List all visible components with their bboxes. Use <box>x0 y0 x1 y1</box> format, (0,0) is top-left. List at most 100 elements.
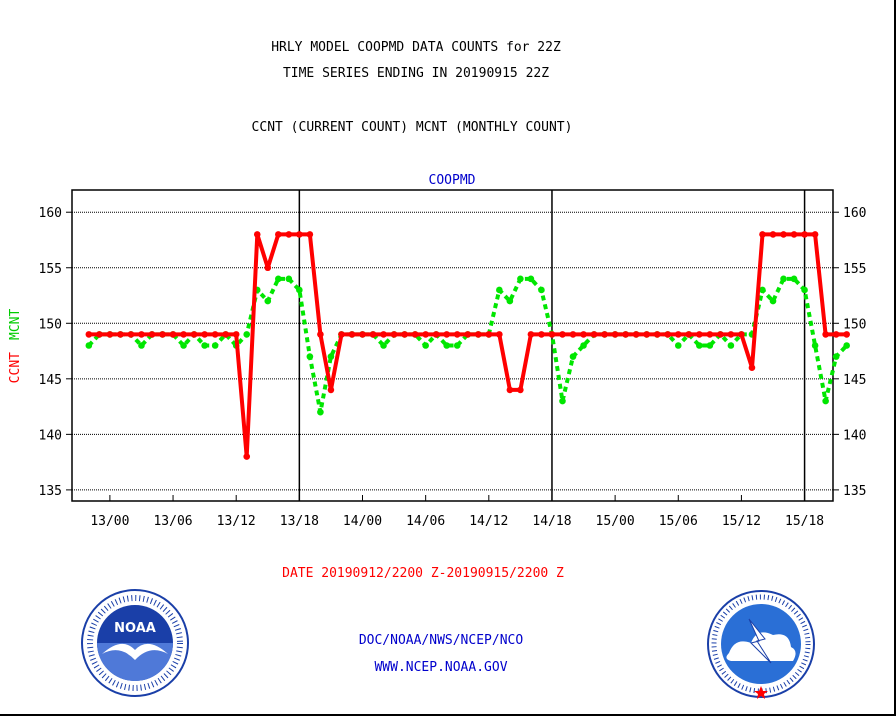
point-ccnt <box>569 331 577 338</box>
point-ccnt <box>527 331 535 338</box>
nws-logo-icon <box>707 590 815 699</box>
point-mcnt <box>832 353 840 360</box>
point-ccnt <box>317 331 324 338</box>
point-ccnt <box>327 386 335 394</box>
y-tick-label-right: 160 <box>843 206 866 221</box>
point-mcnt <box>780 275 787 283</box>
point-ccnt <box>706 331 714 338</box>
point-mcnt <box>527 275 535 283</box>
point-ccnt <box>580 331 587 338</box>
y-tick-label-left: 135 <box>39 484 62 499</box>
point-mcnt <box>85 342 93 349</box>
point-mcnt <box>822 397 829 405</box>
point-ccnt <box>822 331 829 338</box>
x-tick-label: 14/12 <box>469 514 508 529</box>
noaa-logo-icon: NOAA <box>81 589 189 697</box>
point-ccnt <box>496 331 503 338</box>
point-ccnt <box>717 331 724 338</box>
point-mcnt <box>285 275 293 283</box>
point-mcnt <box>380 342 387 349</box>
noaa-logo-text: NOAA <box>114 621 156 636</box>
y-tick-label-left: 140 <box>39 428 62 443</box>
credit-website[interactable]: WWW.NCEP.NOAA.GOV <box>374 660 508 675</box>
point-ccnt <box>653 331 661 338</box>
point-ccnt <box>643 331 650 338</box>
plot-frame <box>71 189 834 502</box>
point-mcnt <box>327 353 335 360</box>
y-tick-label-left: 155 <box>39 262 62 277</box>
point-ccnt <box>538 331 545 338</box>
axis-layer: 135 135 140 140 145 145 150 150 155 155 160 160 13/0… <box>39 206 867 529</box>
point-ccnt <box>748 364 756 372</box>
point-ccnt <box>622 331 629 338</box>
point-ccnt <box>96 331 103 338</box>
point-ccnt <box>832 331 840 338</box>
point-mcnt <box>843 342 850 349</box>
chart-title-line2: TIME SERIES ENDING IN 20190915 22Z <box>282 66 550 81</box>
point-ccnt <box>275 231 282 238</box>
point-ccnt <box>401 331 408 338</box>
point-ccnt <box>390 331 398 338</box>
point-mcnt <box>453 342 461 349</box>
point-ccnt <box>222 331 229 338</box>
point-ccnt <box>138 331 145 338</box>
point-mcnt <box>706 342 714 349</box>
point-mcnt <box>506 297 514 305</box>
x-tick-label: 14/00 <box>343 514 382 529</box>
point-mcnt <box>317 408 324 416</box>
point-ccnt <box>780 231 787 238</box>
chart-panel-title: COOPMD <box>429 173 476 188</box>
point-mcnt <box>801 286 808 294</box>
y-tick-label-right: 145 <box>843 373 866 388</box>
point-mcnt <box>180 342 187 349</box>
point-ccnt <box>769 231 777 238</box>
point-ccnt <box>485 331 493 338</box>
y-tick-label-right: 150 <box>843 317 866 332</box>
point-mcnt <box>422 342 429 349</box>
point-ccnt <box>338 331 345 338</box>
point-ccnt <box>685 331 693 338</box>
x-tick-label: 15/18 <box>785 514 824 529</box>
point-ccnt <box>727 331 735 338</box>
point-ccnt <box>443 331 451 338</box>
point-ccnt <box>790 231 798 238</box>
point-ccnt <box>759 231 766 238</box>
point-ccnt <box>201 331 208 338</box>
point-ccnt <box>106 331 114 338</box>
x-tick-label: 15/12 <box>722 514 761 529</box>
point-ccnt <box>148 331 156 338</box>
point-ccnt <box>306 231 314 238</box>
point-ccnt <box>590 331 598 338</box>
point-mcnt <box>264 297 272 305</box>
y-tick-label-right: 135 <box>843 484 866 499</box>
point-ccnt <box>432 331 440 338</box>
point-ccnt <box>190 331 198 338</box>
y-tick-label-left: 160 <box>39 206 62 221</box>
point-ccnt <box>211 331 219 338</box>
x-tick-label: 14/18 <box>532 514 571 529</box>
point-ccnt <box>348 331 356 338</box>
point-ccnt <box>117 331 124 338</box>
x-tick-label: 13/12 <box>217 514 256 529</box>
point-ccnt <box>453 331 461 338</box>
point-ccnt <box>243 453 251 460</box>
point-mcnt <box>496 286 503 294</box>
point-ccnt <box>696 331 703 338</box>
point-ccnt <box>369 331 377 338</box>
point-ccnt <box>232 331 240 338</box>
point-mcnt <box>275 275 282 283</box>
point-ccnt <box>632 331 640 338</box>
point-ccnt <box>422 331 429 338</box>
y-tick-label-left: 145 <box>39 373 62 388</box>
chart-subtitle: CCNT (CURRENT COUNT) MCNT (MONTHLY COUNT… <box>251 120 573 135</box>
svg-text:CCNTMCNT: CCNT MCNT <box>8 309 23 384</box>
point-ccnt <box>127 331 135 338</box>
x-tick-label: 15/00 <box>596 514 635 529</box>
point-mcnt <box>211 342 219 349</box>
point-mcnt <box>759 286 766 294</box>
point-ccnt <box>611 331 619 338</box>
y-tick-label-left: 150 <box>39 317 62 332</box>
point-mcnt <box>138 342 145 349</box>
